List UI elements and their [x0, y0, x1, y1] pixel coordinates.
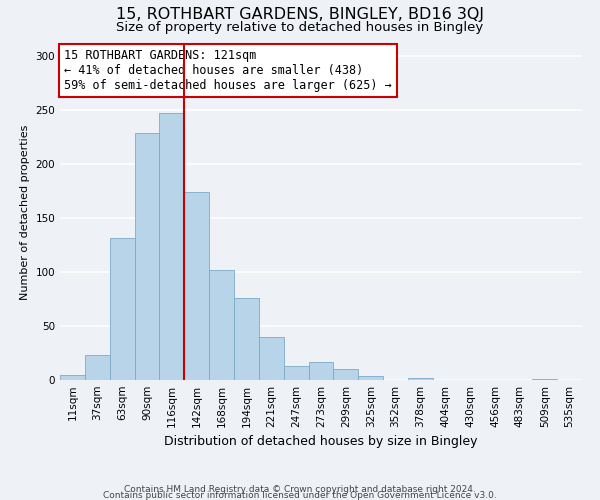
Bar: [60, 374, 85, 380]
Text: Contains HM Land Registry data © Crown copyright and database right 2024.: Contains HM Land Registry data © Crown c…: [124, 484, 476, 494]
Bar: [209, 270, 234, 380]
Bar: [184, 192, 209, 380]
Text: Size of property relative to detached houses in Bingley: Size of property relative to detached ho…: [116, 21, 484, 34]
Bar: [234, 298, 259, 380]
Bar: [85, 355, 110, 380]
Bar: [160, 113, 184, 380]
Bar: [110, 238, 134, 380]
X-axis label: Distribution of detached houses by size in Bingley: Distribution of detached houses by size …: [164, 436, 478, 448]
Bar: [532, 379, 557, 380]
Bar: [408, 378, 433, 380]
Bar: [259, 337, 284, 380]
Y-axis label: Number of detached properties: Number of detached properties: [20, 125, 30, 300]
Text: Contains public sector information licensed under the Open Government Licence v3: Contains public sector information licen…: [103, 490, 497, 500]
Bar: [358, 376, 383, 380]
Text: 15, ROTHBART GARDENS, BINGLEY, BD16 3QJ: 15, ROTHBART GARDENS, BINGLEY, BD16 3QJ: [116, 8, 484, 22]
Bar: [134, 132, 160, 380]
Bar: [334, 369, 358, 380]
Text: 15 ROTHBART GARDENS: 121sqm
← 41% of detached houses are smaller (438)
59% of se: 15 ROTHBART GARDENS: 121sqm ← 41% of det…: [64, 49, 392, 92]
Bar: [284, 366, 308, 380]
Bar: [308, 362, 334, 380]
